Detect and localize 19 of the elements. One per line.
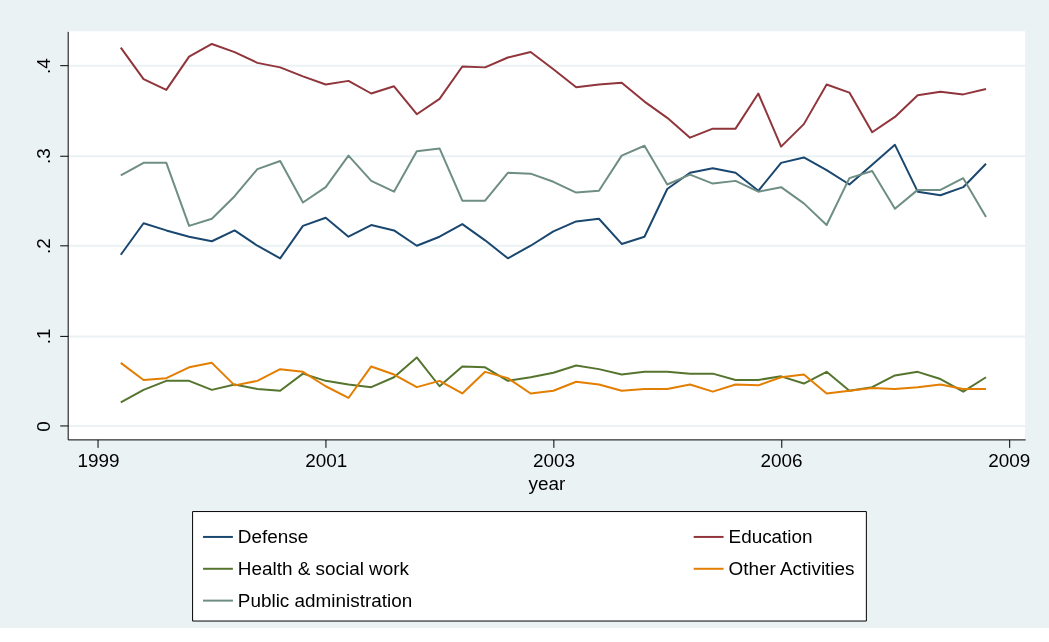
x-tick-label: 1999	[77, 449, 120, 471]
legend-label: Health & social work	[237, 557, 410, 579]
y-tick-label: 0	[33, 421, 55, 432]
legend-label: Defense	[237, 525, 309, 547]
legend-label: Other Activities	[728, 557, 855, 579]
line-series	[119, 143, 988, 260]
line-series	[119, 144, 988, 227]
legend-label: Education	[728, 525, 813, 547]
y-tick-label: .2	[33, 238, 55, 255]
y-tick-label: .1	[33, 328, 55, 345]
line-series	[119, 42, 988, 148]
y-tick-label: .3	[33, 148, 55, 165]
x-tick-label: 2003	[532, 449, 575, 471]
x-tick-label: 2001	[305, 449, 348, 471]
y-tick-label: .4	[33, 58, 55, 74]
x-tick-label: 2009	[988, 449, 1031, 471]
x-axis-title: year	[528, 472, 566, 494]
x-tick-label: 2006	[760, 449, 803, 471]
legend-label: Public administration	[237, 589, 413, 611]
